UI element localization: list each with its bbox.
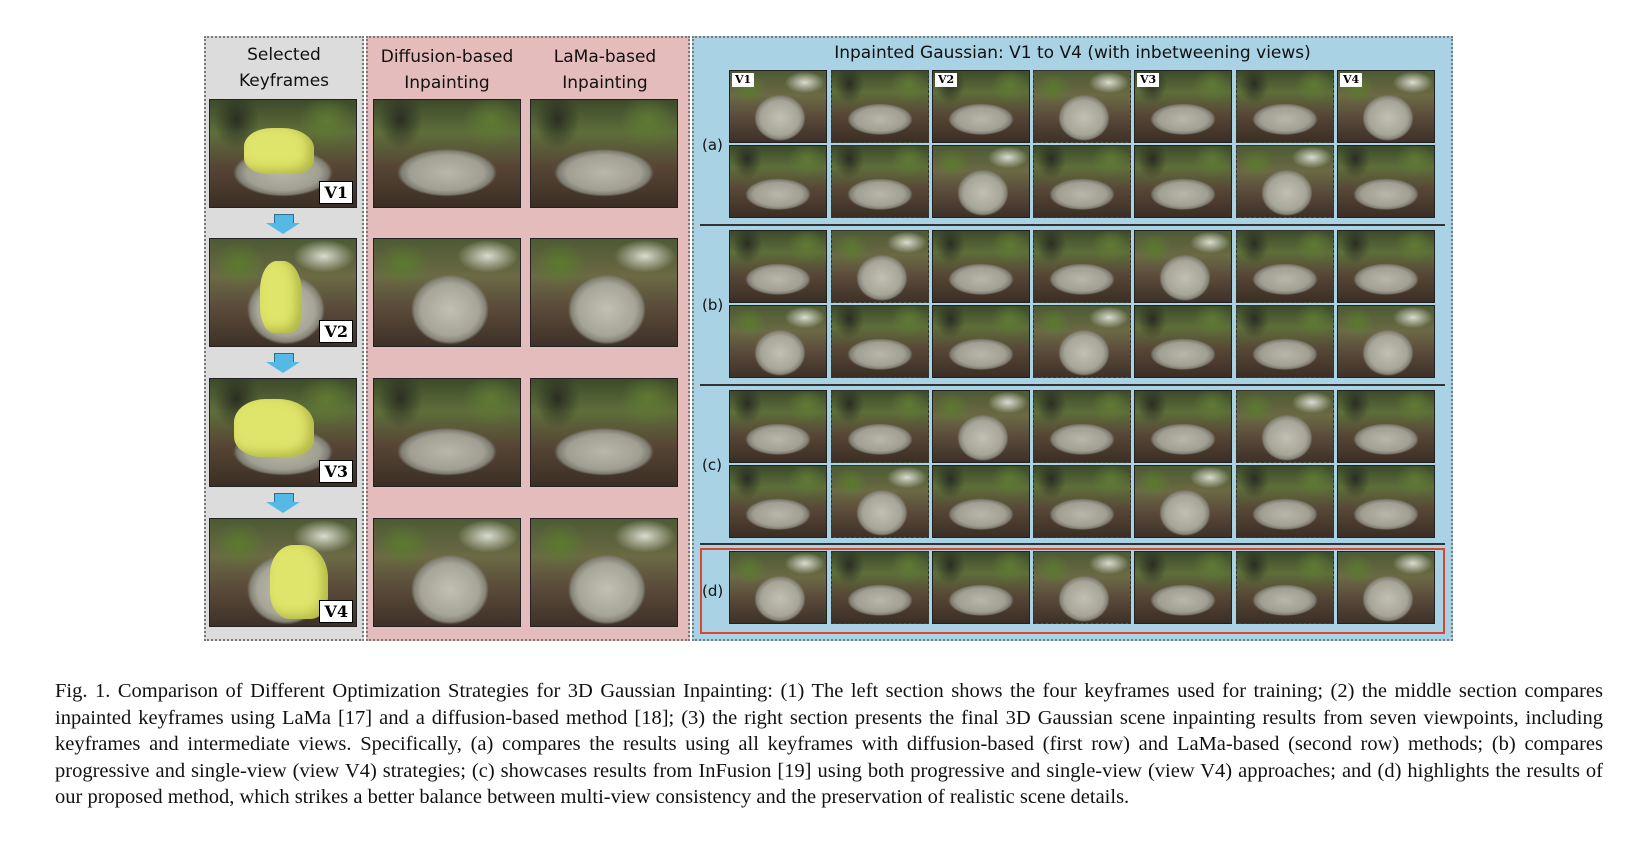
view-tag: V1 [319,181,353,204]
gaussian-result-image [831,70,929,143]
gaussian-result-image [1337,305,1435,378]
keyframes-title-line2: Keyframes [238,71,330,91]
object-mask [244,128,314,174]
gaussian-result-image [932,465,1030,538]
gaussian-result-image [1337,551,1435,624]
diffusion-inpainted-image [373,238,521,347]
gaussian-result-image [1236,390,1334,463]
diffusion-inpainted-image [373,99,521,208]
lama-inpainted-image [530,378,678,487]
row-label-c: (c) [702,456,722,474]
keyframe-image: V3 [209,378,357,487]
row-label-a: (a) [702,136,723,154]
gaussian-result-image [1033,390,1131,463]
gaussian-result-image [729,465,827,538]
group-divider [700,384,1445,386]
gaussian-result-image [1236,305,1334,378]
gaussian-result-image: V3 [1134,70,1232,143]
gaussian-result-image [1033,145,1131,218]
gaussian-result-image [1337,145,1435,218]
gaussian-result-image [831,551,929,624]
gaussian-result-image [1134,465,1232,538]
gaussian-result-image [1337,230,1435,303]
lama-inpainted-image [530,99,678,208]
gaussian-result-image [1236,465,1334,538]
row-label-b: (b) [702,296,724,314]
gaussian-result-image [1033,230,1131,303]
gaussian-result-image [1236,230,1334,303]
object-mask [234,399,314,457]
gaussian-result-image [1033,70,1131,143]
lama-inpainted-image [530,238,678,347]
gaussian-result-image [1134,551,1232,624]
gaussian-result-image [1033,551,1131,624]
gaussian-result-image [1134,305,1232,378]
view-tag: V1 [732,73,755,87]
gaussian-result-image [831,305,929,378]
gaussian-result-image [729,305,827,378]
view-tag: V4 [1340,73,1363,87]
gaussian-result-image [932,390,1030,463]
gaussian-result-image [1337,465,1435,538]
gaussian-result-image [831,145,929,218]
gaussian-result-image: V4 [1337,70,1435,143]
diffusion-inpainted-image [373,378,521,487]
gaussian-result-image [1236,145,1334,218]
group-divider [700,224,1445,226]
view-tag: V3 [1137,73,1160,87]
gaussian-result-image [1134,230,1232,303]
keyframe-image: V2 [209,238,357,347]
lama-inpainted-image [530,518,678,627]
gaussian-result-image [1134,390,1232,463]
keyframes-title-line1: Selected [247,45,321,65]
gaussian-result-image [1134,145,1232,218]
gaussian-result-image: V2 [932,70,1030,143]
gaussian-result-image [932,145,1030,218]
object-mask [270,545,328,619]
view-tag: V2 [935,73,958,87]
gaussian-result-image [729,230,827,303]
gaussian-result-image [932,551,1030,624]
gaussian-result-image [831,465,929,538]
diffusion-title-line2: Inpainting [404,73,490,93]
lama-title-line1: LaMa-based [553,47,657,67]
keyframe-image: V4 [209,518,357,627]
diffusion-inpainted-image [373,518,521,627]
gaussian-result-image [729,551,827,624]
gaussian-result-image [1236,551,1334,624]
gaussian-result-image [1033,465,1131,538]
lama-title-line2: Inpainting [562,73,648,93]
gaussian-result-image [1033,305,1131,378]
gaussian-result-image [729,390,827,463]
gaussian-result-image [831,390,929,463]
keyframes-title: Selected Keyframes [204,42,364,94]
figure-caption: Fig. 1. Comparison of Different Optimiza… [55,680,1603,808]
view-tag: V4 [319,600,353,623]
keyframe-image: V1 [209,99,357,208]
gaussian-result-image [729,145,827,218]
object-mask [260,261,302,333]
group-divider [700,543,1445,545]
gaussian-result-image: V1 [729,70,827,143]
proposed-method-highlight [700,548,1445,634]
gaussian-title: Inpainted Gaussian: V1 to V4 (with inbet… [834,43,1311,63]
view-tag: V3 [319,460,353,483]
row-label-d: (d) [702,582,724,600]
gaussian-result-image [1236,70,1334,143]
diffusion-title: Diffusion-based Inpainting [372,44,522,96]
gaussian-result-image [932,230,1030,303]
lama-title: LaMa-based Inpainting [530,44,680,96]
gaussian-result-image [1337,390,1435,463]
gaussian-result-image [932,305,1030,378]
view-tag: V2 [319,320,353,343]
diffusion-title-line1: Diffusion-based [380,47,514,67]
gaussian-result-image [831,230,929,303]
